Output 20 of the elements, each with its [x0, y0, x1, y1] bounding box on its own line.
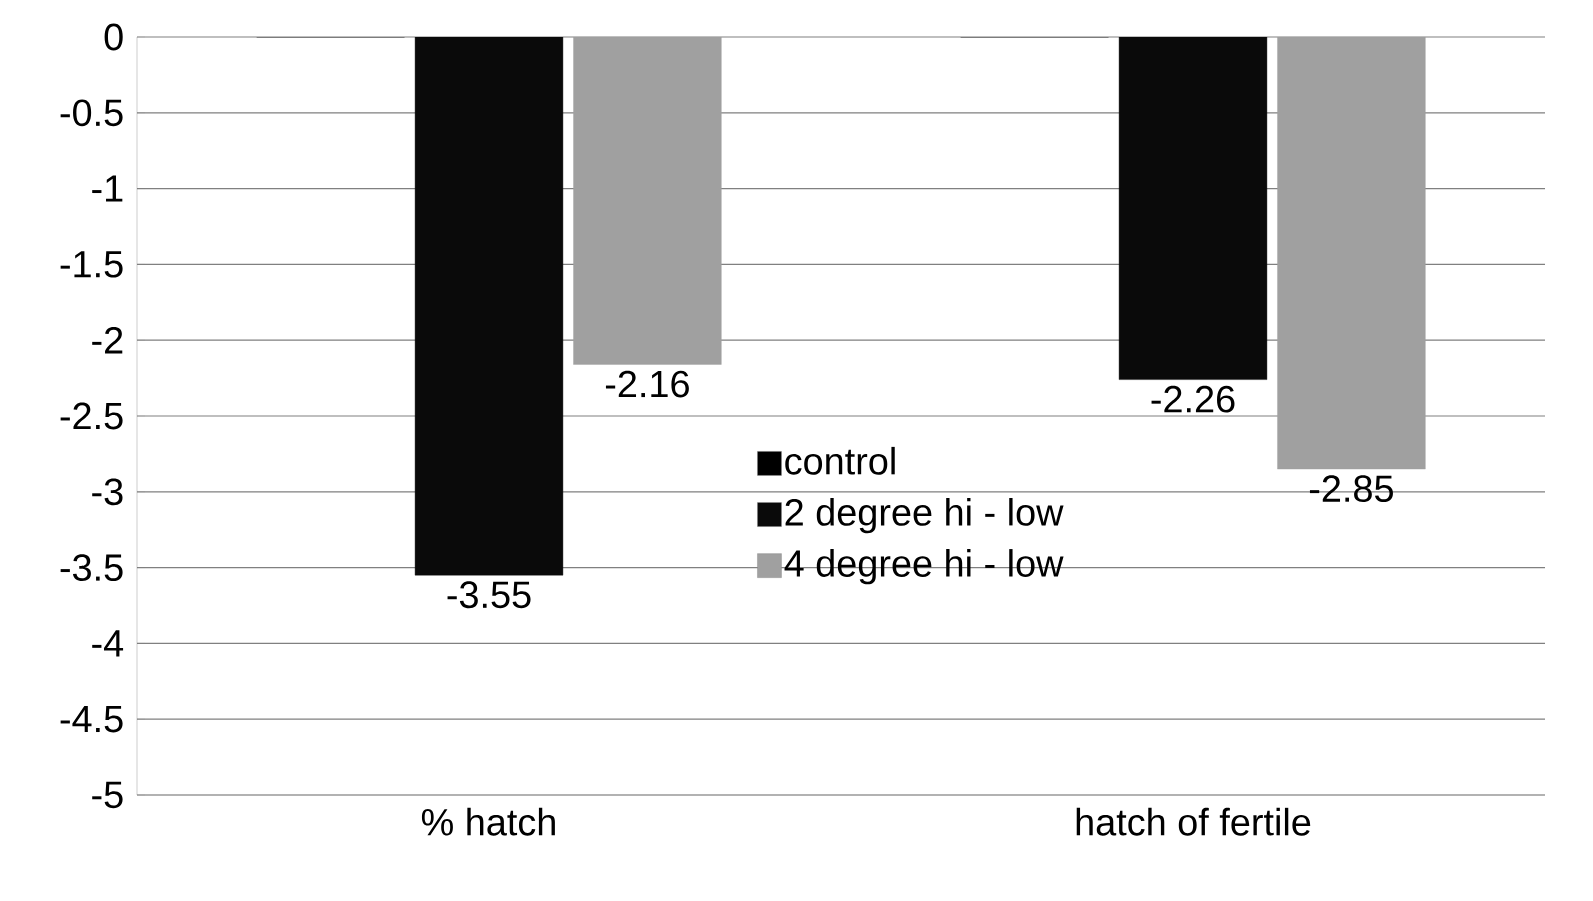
y-tick-label: -1.5	[60, 251, 123, 278]
y-tick-label: -2	[92, 326, 123, 354]
legend-label: control	[785, 446, 895, 475]
y-tick-label: -5	[92, 781, 123, 809]
y-tick-label: -3.5	[60, 554, 123, 582]
y-tick-label: 0	[104, 23, 123, 51]
data-label: -2.85	[1309, 475, 1393, 503]
x-tick-label: hatch of fertile	[1076, 807, 1311, 836]
y-tick-label: -3	[92, 478, 123, 506]
data-label: -2.26	[1151, 385, 1235, 413]
y-tick-label: -2.5	[60, 402, 123, 430]
y-tick-label: -4	[92, 630, 124, 657]
y-tick-label: -1	[92, 175, 123, 202]
data-label: -2.16	[605, 370, 689, 398]
x-tick-label: % hatch	[421, 807, 555, 836]
y-tick-label: -4.5	[60, 705, 123, 733]
legend-label: 2 degree hi - low	[785, 497, 1064, 534]
y-tick-label: -0.5	[60, 99, 123, 127]
data-label: -3.55	[447, 581, 531, 609]
legend-label: 4 degree hi - low	[784, 549, 1064, 585]
